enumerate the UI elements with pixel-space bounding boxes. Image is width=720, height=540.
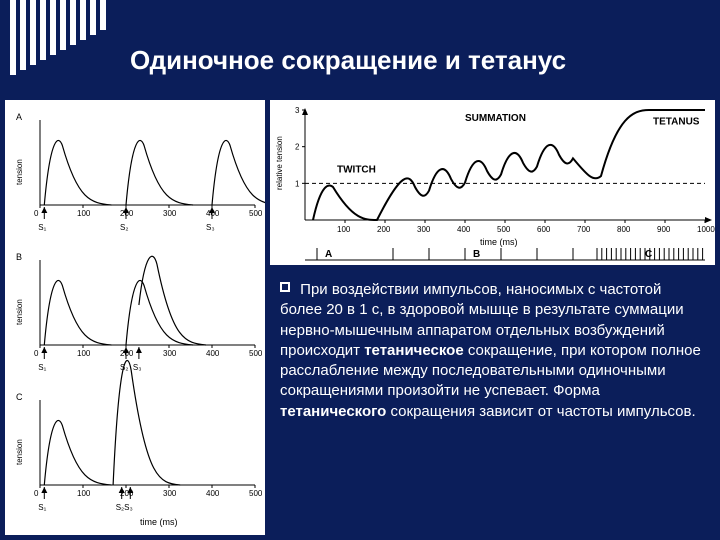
svg-text:S₃: S₃ [206,223,215,232]
svg-text:300: 300 [417,225,431,234]
svg-text:TETANUS: TETANUS [653,117,700,128]
twitch-panels-chart: Atension0100200300400500S₁S₂S₃Btension01… [10,105,265,530]
svg-text:tension: tension [15,299,24,325]
svg-text:SUMMATION: SUMMATION [465,113,526,124]
svg-text:time (ms): time (ms) [140,517,178,527]
body-b2: тетанического [280,403,386,420]
svg-text:relative tension: relative tension [275,136,284,190]
top-chart-panel: relative tension 1 2 3 100 200 300 400 500 600 700… [270,100,715,265]
decorative-stripes [0,0,110,90]
svg-text:100: 100 [77,349,91,358]
svg-text:100: 100 [337,225,351,234]
svg-text:2: 2 [295,143,300,152]
svg-text:600: 600 [537,225,551,234]
svg-text:S₃: S₃ [133,363,142,372]
svg-text:100: 100 [77,489,91,498]
svg-text:500: 500 [249,489,263,498]
svg-text:tension: tension [15,159,24,185]
svg-text:S₁: S₁ [38,363,46,372]
svg-text:200: 200 [377,225,391,234]
svg-text:0: 0 [34,349,39,358]
svg-text:3: 3 [295,106,300,115]
svg-text:time (ms): time (ms) [480,237,518,247]
body-b1: тетаническое [364,342,463,359]
bullet-square-icon [280,282,290,292]
svg-text:300: 300 [163,489,177,498]
svg-text:1: 1 [295,179,300,188]
svg-text:B: B [473,249,480,260]
svg-text:800: 800 [617,225,631,234]
svg-text:700: 700 [577,225,591,234]
svg-text:TWITCH: TWITCH [337,164,376,175]
svg-text:400: 400 [206,489,220,498]
svg-text:500: 500 [249,349,263,358]
svg-text:300: 300 [163,209,177,218]
svg-text:300: 300 [163,349,177,358]
svg-text:0: 0 [34,209,39,218]
svg-text:500: 500 [249,209,263,218]
svg-text:C: C [645,249,652,260]
svg-text:S₂: S₂ [120,223,128,232]
svg-text:400: 400 [457,225,471,234]
svg-text:500: 500 [497,225,511,234]
svg-text:900: 900 [657,225,671,234]
left-charts-panel: Atension0100200300400500S₁S₂S₃Btension01… [5,100,265,535]
svg-text:C: C [16,392,23,402]
svg-text:400: 400 [206,349,220,358]
svg-text:A: A [16,112,22,122]
svg-text:100: 100 [77,209,91,218]
summation-tetanus-chart: relative tension 1 2 3 100 200 300 400 500 600 700… [270,100,715,265]
svg-text:0: 0 [34,489,39,498]
svg-text:A: A [325,249,332,260]
svg-text:S₂S₃: S₂S₃ [116,503,133,512]
svg-text:tension: tension [15,439,24,465]
svg-text:S₁: S₁ [38,503,46,512]
page-title: Одиночное сокращение и тетанус [130,45,566,76]
svg-text:B: B [16,252,22,262]
body-p3: сокращения зависит от частоты импульсов. [386,403,695,420]
svg-text:1000: 1000 [697,225,715,234]
svg-text:S₁: S₁ [38,223,46,232]
body-text: При воздействии импульсов, наносимых с ч… [280,280,705,422]
